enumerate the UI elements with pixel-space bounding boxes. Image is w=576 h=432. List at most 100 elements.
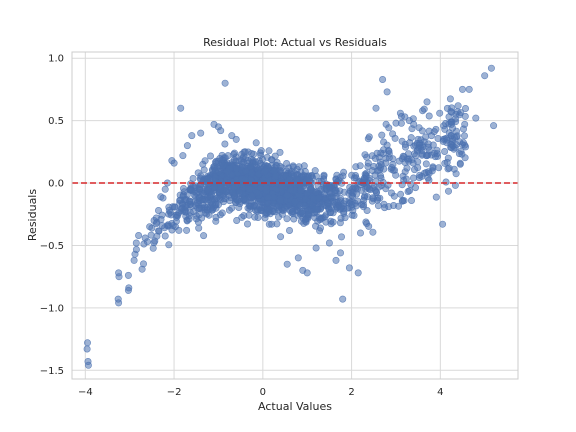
- scatter-point: [365, 133, 373, 141]
- scatter-point: [138, 265, 146, 273]
- scatter-point: [363, 193, 371, 201]
- scatter-point: [232, 135, 240, 143]
- scatter-point: [356, 229, 364, 237]
- scatter-point: [158, 211, 166, 219]
- scatter-point: [241, 148, 249, 156]
- scatter-point: [186, 197, 194, 205]
- scatter-point: [232, 157, 240, 165]
- scatter-point: [432, 125, 440, 133]
- scatter-point: [316, 224, 324, 232]
- scatter-point: [161, 185, 169, 193]
- scatter-point: [382, 154, 390, 162]
- scatter-point: [376, 164, 384, 172]
- scatter-point: [229, 188, 237, 196]
- scatter-point: [135, 232, 143, 240]
- x-tick-label: −2: [167, 387, 182, 398]
- scatter-point: [359, 201, 367, 209]
- scatter-point: [208, 197, 216, 205]
- scatter-point: [465, 85, 473, 93]
- scatter-point: [248, 192, 256, 200]
- scatter-point: [208, 190, 216, 198]
- scatter-point: [233, 195, 241, 203]
- scatter-point: [461, 120, 469, 128]
- scatter-point: [410, 120, 418, 128]
- scatter-point: [403, 164, 411, 172]
- scatter-point: [460, 132, 468, 140]
- scatter-point: [401, 113, 409, 121]
- scatter-point: [420, 169, 428, 177]
- scatter-point: [246, 162, 254, 170]
- scatter-point: [389, 155, 397, 163]
- scatter-point: [443, 136, 451, 144]
- scatter-point: [333, 171, 341, 179]
- scatter-point: [295, 163, 303, 171]
- scatter-point: [415, 144, 423, 152]
- scatter-point: [257, 207, 265, 215]
- scatter-point: [155, 227, 163, 235]
- scatter-point: [383, 88, 391, 96]
- scatter-point: [165, 241, 173, 249]
- scatter-point: [425, 112, 433, 120]
- y-axis-title: Residuals: [26, 189, 39, 241]
- scatter-point: [132, 239, 140, 247]
- scatter-point: [303, 269, 311, 277]
- scatter-point: [235, 189, 243, 197]
- scatter-point: [200, 166, 208, 174]
- scatter-point: [285, 227, 293, 235]
- scatter-point: [487, 64, 495, 72]
- scatter-point: [251, 213, 259, 221]
- scatter-point: [345, 264, 353, 272]
- scatter-point: [159, 194, 167, 202]
- scatter-point: [246, 185, 254, 193]
- scatter-point: [458, 85, 466, 93]
- scatter-point: [387, 189, 395, 197]
- x-tick-labels: −4 −2 0 2 4: [78, 387, 444, 398]
- scatter-point: [399, 197, 407, 205]
- scatter-point: [274, 213, 282, 221]
- scatter-point: [177, 104, 185, 112]
- scatter-point: [276, 148, 284, 156]
- scatter-point: [337, 203, 345, 211]
- scatter-point: [288, 208, 296, 216]
- scatter-point: [329, 198, 337, 206]
- scatter-point: [322, 218, 330, 226]
- scatter-point: [354, 269, 362, 277]
- scatter-point: [405, 155, 413, 163]
- scatter-point: [311, 167, 319, 175]
- y-tick-label: 1.0: [48, 54, 64, 65]
- scatter-point: [185, 215, 193, 223]
- scatter-point: [161, 232, 169, 240]
- scatter-point: [331, 187, 339, 195]
- scatter-point: [301, 216, 309, 224]
- scatter-point: [277, 233, 285, 241]
- scatter-point: [261, 214, 269, 222]
- scatter-point: [402, 175, 410, 183]
- scatter-point: [418, 151, 426, 159]
- scatter-point: [481, 72, 489, 80]
- scatter-point: [379, 76, 387, 84]
- scatter-point: [407, 134, 415, 142]
- scatter-point: [281, 204, 289, 212]
- scatter-point: [166, 208, 174, 216]
- scatter-point: [152, 214, 160, 222]
- scatter-point: [451, 181, 459, 189]
- scatter-point: [177, 196, 185, 204]
- scatter-points: [83, 64, 498, 369]
- scatter-point: [433, 146, 441, 154]
- scatter-point: [183, 142, 191, 150]
- scatter-point: [436, 109, 444, 117]
- scatter-point: [143, 238, 151, 246]
- x-tick-label: 2: [348, 387, 354, 398]
- scatter-point: [304, 174, 312, 182]
- scatter-point: [435, 164, 443, 172]
- scatter-point: [364, 159, 372, 167]
- scatter-point: [444, 154, 452, 162]
- scatter-point: [200, 232, 208, 240]
- scatter-point: [276, 197, 284, 205]
- scatter-point: [221, 140, 229, 148]
- scatter-point: [444, 187, 452, 195]
- scatter-point: [265, 147, 273, 155]
- scatter-point: [276, 167, 284, 175]
- scatter-point: [273, 203, 281, 211]
- scatter-point: [418, 127, 426, 135]
